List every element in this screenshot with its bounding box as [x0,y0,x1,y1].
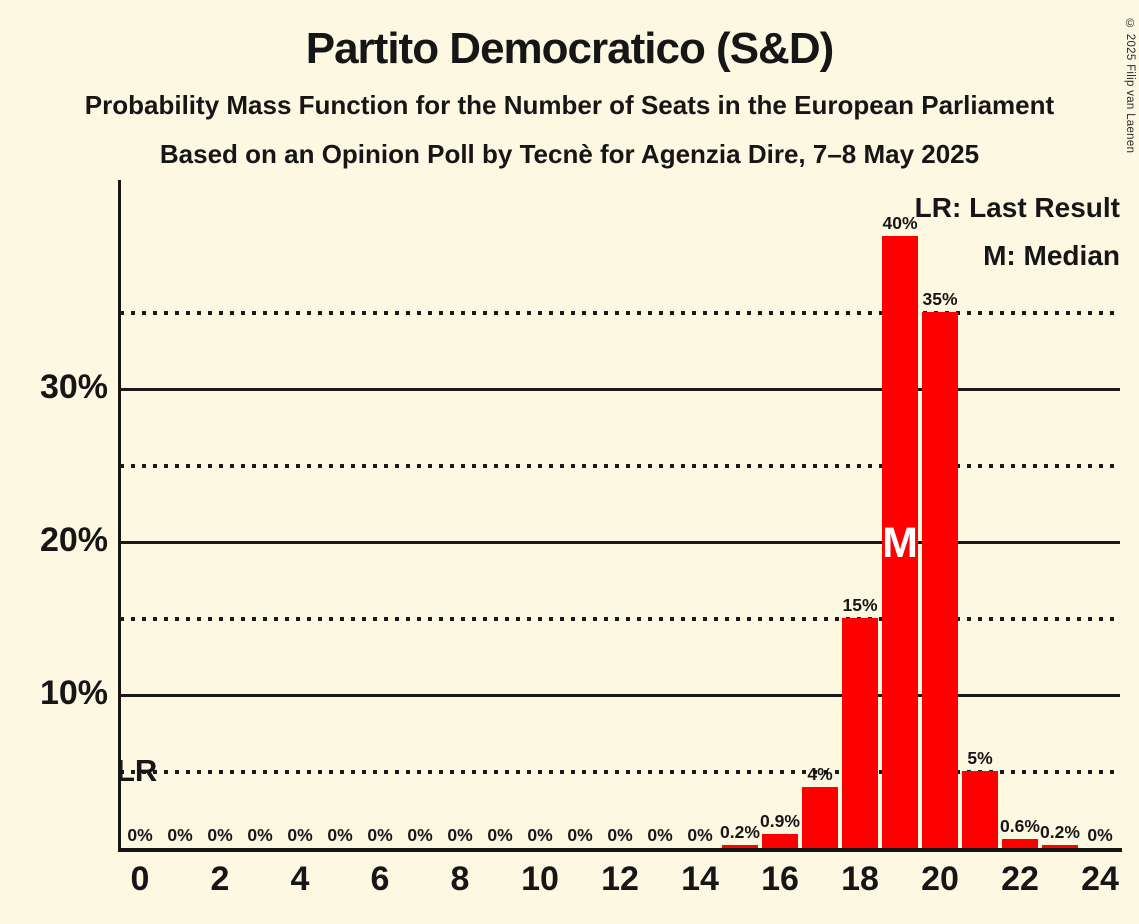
bar-seat-15 [722,845,758,848]
bar-seat-18 [842,618,878,848]
bar-value-label-seat-14: 0% [687,825,713,845]
bar-value-label-seat-20: 35% [922,289,958,309]
bar-value-label-seat-13: 0% [647,825,673,845]
bar-seat-16 [762,834,798,848]
bar-value-label-seat-7: 0% [407,825,433,845]
bar-value-label-seat-18: 15% [842,595,878,615]
x-tick-label-0: 0 [130,860,150,898]
chart-legend: LR: Last Result M: Median [915,184,1120,280]
x-tick-label-18: 18 [841,860,879,898]
bar-seat-20 [922,312,958,848]
bar-value-label-seat-11: 0% [567,825,593,845]
bar-value-label-seat-19: 40% [882,213,918,233]
bar-value-label-seat-15: 0.2% [720,822,760,842]
chart-source-line: Based on an Opinion Poll by Tecnè for Ag… [159,139,980,169]
x-tick-label-24: 24 [1081,860,1119,898]
x-tick-label-2: 2 [210,860,230,898]
bar-seat-23 [1042,845,1078,848]
bar-seat-17 [802,787,838,848]
x-axis-line [118,848,1122,852]
x-tick-label-6: 6 [370,860,390,898]
gridline-dotted-5pct [120,769,1120,774]
bar-seat-21 [962,771,998,848]
gridline-solid-30pct [120,387,1120,391]
gridline-solid-20pct [120,540,1120,544]
bar-value-label-seat-8: 0% [447,825,473,845]
bar-seat-22 [1002,839,1038,848]
bar-value-label-seat-5: 0% [327,825,353,845]
bar-value-label-seat-24: 0% [1087,825,1113,845]
bar-value-label-seat-4: 0% [287,825,313,845]
bar-seat-19 [882,236,918,848]
bar-value-label-seat-10: 0% [527,825,553,845]
y-axis-line [118,180,121,852]
x-tick-label-10: 10 [521,860,559,898]
x-tick-label-12: 12 [601,860,639,898]
plot-area: 0% 0% 0% 0% 0% 0% 0% 0% 0% 0% 0% 0% 0% 0% 0% 0.2% 0.9% 4%… [116,180,1120,848]
y-tick-label-30%: 30% [39,368,108,406]
x-tick-label-16: 16 [761,860,799,898]
legend-median: M: Median [983,240,1120,271]
median-marker: M [882,519,918,567]
bar-value-label-seat-16: 0.9% [760,811,800,831]
bar-value-label-seat-12: 0% [607,825,633,845]
bar-value-label-seat-1: 0% [167,825,193,845]
bar-value-label-seat-2: 0% [207,825,233,845]
x-tick-label-20: 20 [921,860,959,898]
gridline-dotted-35pct [120,310,1120,315]
gridline-solid-10pct [120,693,1120,697]
bar-value-label-seat-9: 0% [487,825,513,845]
x-tick-label-4: 4 [290,860,310,898]
legend-last-result: LR: Last Result [914,192,1120,223]
copyright-notice: © 2025 Filip van Laenen [1124,18,1136,154]
x-tick-label-14: 14 [681,860,719,898]
bar-value-label-seat-6: 0% [367,825,393,845]
bar-value-label-seat-17: 4% [807,764,833,784]
bar-value-label-seat-21: 5% [967,748,993,768]
y-tick-label-10%: 10% [39,674,108,712]
x-tick-label-8: 8 [450,860,470,898]
y-tick-label-20%: 20% [39,521,108,559]
last-result-marker: LR [116,752,158,788]
chart-title: Partito Democratico (S&D) [305,24,835,73]
gridline-dotted-25pct [120,463,1120,468]
bar-value-label-seat-22: 0.6% [1000,816,1040,836]
bar-value-label-seat-23: 0.2% [1040,822,1080,842]
bar-value-label-seat-0: 0% [127,825,153,845]
gridline-dotted-15pct [120,616,1120,621]
x-tick-label-22: 22 [1001,860,1039,898]
chart-subtitle: Probability Mass Function for the Number… [84,90,1055,120]
bar-value-label-seat-3: 0% [247,825,273,845]
